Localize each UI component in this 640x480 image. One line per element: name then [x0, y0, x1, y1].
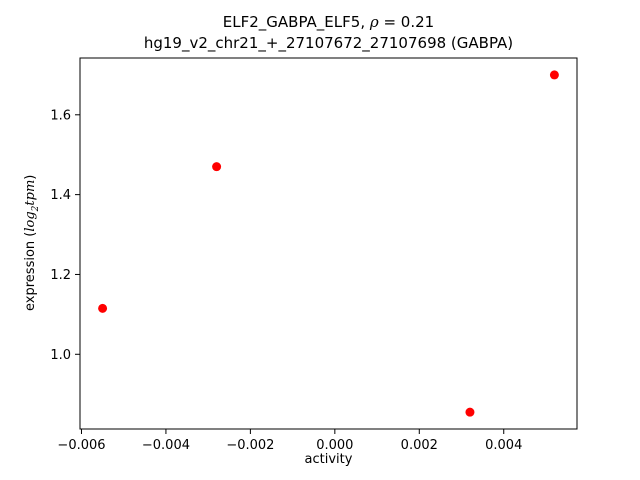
x-tick-label: −0.004 — [142, 438, 190, 453]
y-axis-label-prefix: expression ( — [23, 231, 39, 311]
y-tick-label: 1.4 — [50, 188, 71, 203]
data-point — [465, 407, 475, 417]
x-tick-label: 0.004 — [485, 438, 522, 453]
x-tick-label: −0.002 — [226, 438, 274, 453]
axes-frame — [79, 57, 578, 430]
plot-title-line2: hg19_v2_chr21_+_27107672_27107698 (GABPA… — [143, 34, 514, 52]
data-point — [212, 162, 222, 172]
y-axis-label-close: ) — [23, 174, 39, 180]
y-axis-label-sub: 2 — [30, 205, 41, 212]
plot-title: ELF2_GABPA_ELF5, ρ = 0.21 hg19_v2_chr21_… — [80, 12, 577, 54]
y-axis-label: expression (log2tpm) — [23, 83, 41, 403]
data-point — [98, 303, 108, 313]
y-axis-label-tpm: tpm — [23, 179, 39, 206]
y-tick-label: 1.2 — [50, 268, 71, 283]
y-tick-label: 1.0 — [50, 348, 71, 363]
data-point — [549, 70, 559, 80]
x-tick-label: 0.002 — [401, 438, 438, 453]
y-axis-label-log: log — [23, 211, 39, 232]
y-tick-label: 1.6 — [50, 108, 71, 123]
x-axis-label: activity — [304, 452, 353, 467]
title-gene-label: ELF2_GABPA_ELF5, — [222, 13, 370, 31]
x-tick-label: −0.006 — [57, 438, 105, 453]
x-tick-label: 0.000 — [316, 438, 353, 453]
title-rho-value: = 0.21 — [378, 13, 435, 31]
plot-title-line1: ELF2_GABPA_ELF5, ρ = 0.21 — [80, 12, 577, 33]
title-rho-symbol: ρ — [369, 13, 379, 31]
